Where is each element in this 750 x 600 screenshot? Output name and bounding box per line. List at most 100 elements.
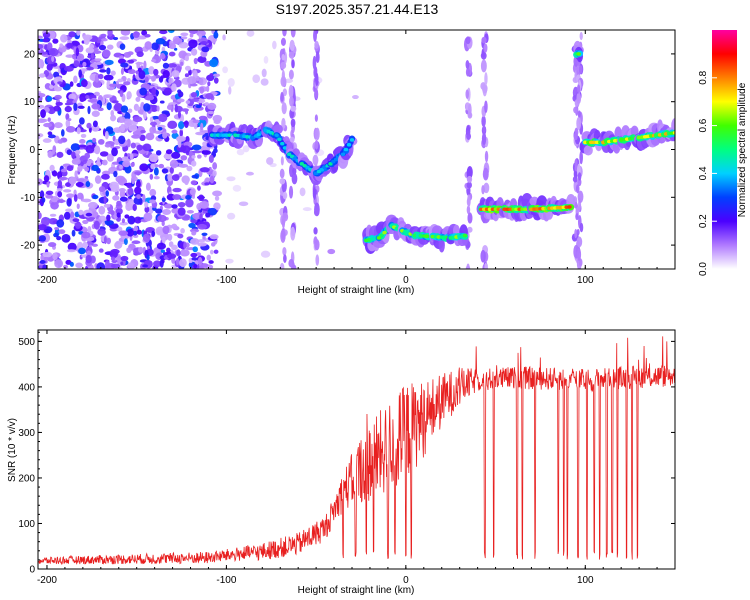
noise-blob [155,150,162,156]
noise-blob [54,227,59,231]
noise-blob [126,59,135,64]
noise-blob [113,170,118,178]
noise-blob [80,133,87,138]
noise-blob [91,243,98,247]
noise-blob [54,94,62,100]
noise-blob [126,228,135,237]
trace-core [333,157,339,162]
snr-axes: -200 -100 0 100 0 100 200 300 400 500 [18,330,676,586]
noise-blob [127,69,136,75]
noise-blob [171,204,178,209]
band-blob [313,208,320,217]
noise-blob [66,193,75,198]
spectrogram-xlabel: Height of straight line (km) [298,285,415,296]
noise-blob [106,80,111,89]
noise-blob [94,175,102,184]
noise-blob [134,186,142,195]
noise-blob [186,165,193,172]
noise-blob [261,68,267,78]
noise-blob [103,195,107,205]
noise-blob [109,181,119,190]
noise-blob [226,176,236,182]
noise-blob [213,119,221,125]
noise-blob [112,127,123,134]
noise-blob [200,41,208,45]
noise-blob [192,246,198,253]
trace-core [280,141,285,146]
noise-blob [74,170,78,178]
noise-blob [159,30,168,35]
noise-blob [47,134,56,139]
noise-blob [63,264,69,269]
noise-blob [97,73,104,80]
noise-blob [162,225,170,235]
noise-blob [99,151,109,157]
band-blob [282,88,288,97]
band-blob [283,254,287,263]
band-blob [481,36,487,44]
band-blob [314,88,319,100]
band-blob [577,190,584,203]
noise-blob [157,126,163,131]
noise-blob [49,164,55,172]
noise-blob [155,38,166,45]
band-blob [314,40,319,49]
band-blob [282,191,288,200]
noise-blob [212,190,223,197]
noise-blob [40,51,48,55]
band-blob [280,37,286,46]
noise-blob [116,200,122,207]
noise-blob [97,139,105,145]
band-blob [481,132,487,146]
noise-blob [60,168,67,173]
band-blob [280,61,287,70]
noise-blob [87,99,98,103]
noise-blob [161,236,166,244]
snr-frame [37,329,676,570]
noise-blob [161,168,169,174]
noise-blob [66,249,76,253]
noise-blob [116,226,123,232]
noise-blob [61,129,65,137]
noise-blob [207,102,217,110]
noise-blob [153,176,160,180]
noise-blob [129,153,134,160]
noise-blob [112,195,120,201]
noise-blob [94,73,100,83]
noise-blob [161,110,170,115]
noise-blob [120,62,129,68]
noise-blob [56,235,62,241]
spectrogram-xtick-label: -100 [216,275,236,286]
noise-blob [136,51,144,58]
noise-blob [131,134,141,139]
noise-blob [66,42,74,49]
noise-blob [53,71,60,79]
noise-blob [85,212,93,217]
noise-blob [165,149,173,155]
band-blob [312,154,319,166]
noise-blob [76,192,84,200]
noise-blob [144,76,149,83]
noise-blob [139,87,148,96]
noise-blob [139,163,149,172]
noise-blob [143,212,153,222]
noise-blob [65,208,73,212]
noise-blob [106,153,114,162]
trace-core [277,137,282,142]
noise-blob [127,108,133,114]
noise-blob [126,91,132,100]
band-blob [576,84,581,94]
noise-blob [172,194,182,200]
band-blob [576,94,581,102]
band-blob [578,65,583,74]
noise-blob [40,59,44,69]
noise-blob [42,32,51,38]
noise-blob [299,187,306,197]
band-blob [482,125,487,133]
noise-blob [171,70,180,78]
noise-blob [60,34,68,43]
band-blob [314,239,320,251]
noise-blob [92,137,97,143]
noise-blob [202,263,208,268]
noise-blob [164,203,173,209]
